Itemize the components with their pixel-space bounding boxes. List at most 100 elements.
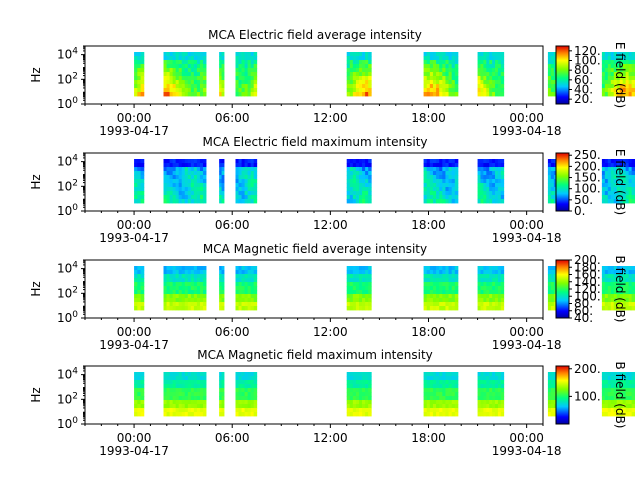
spectrogram-cell (454, 88, 459, 93)
spectrogram-cell (219, 282, 222, 287)
spectrogram-cell (604, 372, 609, 377)
spectrogram-cell (622, 52, 627, 57)
spectrogram-cell (486, 302, 490, 307)
spectrogram-cell (500, 80, 505, 85)
spectrogram-cell (349, 52, 354, 57)
spectrogram-cell (140, 404, 145, 409)
spectrogram-cell (442, 187, 446, 192)
spectrogram-cell (439, 84, 443, 89)
spectrogram-cell (613, 179, 618, 184)
spectrogram-cell (221, 72, 225, 77)
spectrogram-cell (442, 68, 446, 73)
spectrogram-cell (169, 84, 174, 89)
spectrogram-cell (178, 163, 183, 168)
spectrogram-cell (219, 404, 222, 409)
spectrogram-cell (349, 412, 354, 417)
x-tick-label: 12:00 (313, 111, 348, 125)
spectrogram-cell (601, 88, 606, 93)
spectrogram-cell (346, 56, 351, 61)
spectrogram-cell (500, 294, 505, 299)
spectrogram-cell (178, 372, 183, 377)
spectrogram-cell (193, 278, 198, 283)
spectrogram-cell (199, 183, 204, 188)
spectrogram-cell (241, 187, 245, 192)
spectrogram-cell (352, 76, 357, 81)
spectrogram-cell (187, 84, 192, 89)
spectrogram-cell (219, 171, 222, 176)
spectrogram-cell (604, 408, 609, 413)
spectrogram-cell (480, 278, 484, 283)
spectrogram-cell (429, 191, 434, 196)
spectrogram-cell (445, 60, 449, 65)
spectrogram-cell (355, 388, 360, 393)
spectrogram-cell (352, 266, 357, 271)
spectrogram-cell (140, 290, 145, 295)
spectrogram-cell (601, 274, 606, 279)
spectrogram-cell (137, 92, 142, 97)
spectrogram-cell (628, 195, 633, 200)
spectrogram-cell (365, 396, 369, 401)
spectrogram-cell (362, 274, 366, 279)
spectrogram-cell (489, 392, 493, 397)
spectrogram-cell (352, 171, 357, 176)
spectrogram-cell (346, 52, 351, 57)
spectrogram-cell (166, 171, 170, 176)
spectrogram-cell (625, 92, 630, 97)
spectrogram-cell (178, 384, 183, 389)
spectrogram-cell (483, 392, 487, 397)
spectrogram-cell (432, 195, 437, 200)
spectrogram-cell (238, 408, 242, 413)
spectrogram-cell (346, 191, 351, 196)
spectrogram-cell (250, 187, 255, 192)
spectrogram-cell (199, 404, 204, 409)
spectrogram-cell (140, 274, 145, 279)
spectrogram-cell (235, 187, 239, 192)
spectrogram-cell (616, 163, 621, 168)
spectrogram-cell (355, 298, 360, 303)
spectrogram-cell (477, 68, 481, 73)
spectrogram-cell (426, 302, 431, 307)
spectrogram-cell (358, 294, 363, 299)
spectrogram-cell (613, 64, 618, 69)
spectrogram-cell (184, 412, 189, 417)
spectrogram-cell (219, 372, 222, 377)
spectrogram-cell (492, 294, 496, 299)
spectrogram-cell (429, 68, 434, 73)
colorbar-tick-label: 20. (574, 92, 593, 106)
spectrogram-cell (362, 400, 366, 405)
spectrogram-cell (601, 171, 606, 176)
spectrogram-cell (365, 274, 369, 279)
spectrogram-cell (432, 80, 437, 85)
spectrogram-cell (163, 404, 167, 409)
spectrogram-cell (429, 412, 434, 417)
spectrogram-cell (190, 159, 195, 164)
data-block (219, 266, 225, 311)
spectrogram-cell (241, 372, 245, 377)
spectrogram-cell (628, 167, 633, 172)
spectrogram-cell (355, 384, 360, 389)
spectrogram-cell (368, 384, 372, 389)
spectrogram-cell (163, 191, 167, 196)
spectrogram-cell (550, 388, 555, 393)
spectrogram-cell (607, 384, 612, 389)
spectrogram-cell (483, 167, 487, 172)
x-tick-label: 00:00 (509, 325, 544, 339)
spectrogram-cell (604, 56, 609, 61)
spectrogram-cell (625, 171, 630, 176)
spectrogram-cell (429, 171, 434, 176)
spectrogram-cell (163, 76, 167, 81)
spectrogram-cell (547, 372, 552, 377)
spectrogram-cell (187, 52, 192, 57)
spectrogram-cell (175, 171, 180, 176)
spectrogram-cell (163, 380, 167, 385)
spectrogram-cell (628, 400, 633, 405)
spectrogram-cell (622, 266, 627, 271)
spectrogram-cell (241, 163, 245, 168)
spectrogram-cell (169, 159, 174, 164)
plot-frame (84, 152, 544, 212)
spectrogram-cell (368, 199, 372, 204)
spectrogram-cell (181, 290, 186, 295)
spectrogram-cell (436, 270, 440, 275)
spectrogram-cell (480, 404, 484, 409)
spectrogram-cell (489, 88, 493, 93)
